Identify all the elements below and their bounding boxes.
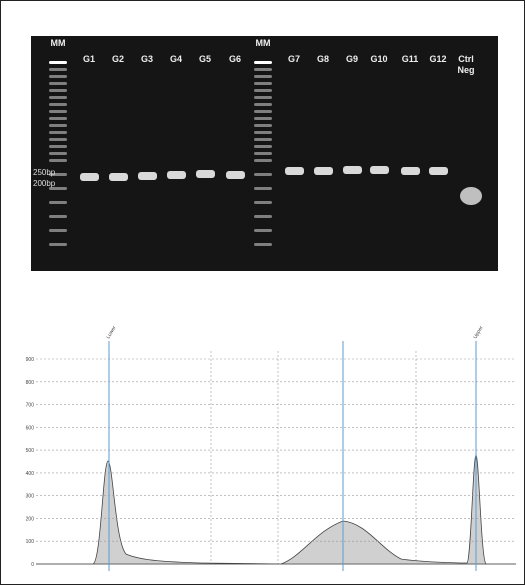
band bbox=[196, 170, 215, 178]
band bbox=[138, 172, 157, 180]
ladder-band bbox=[49, 103, 67, 106]
ladder-band bbox=[49, 201, 67, 204]
y-tick-label: 200 bbox=[26, 516, 35, 522]
band bbox=[226, 171, 245, 179]
ladder-band bbox=[254, 187, 272, 190]
band bbox=[80, 173, 99, 181]
y-tick-label: 800 bbox=[26, 380, 35, 386]
lane-label: G2 bbox=[111, 54, 124, 64]
ladder-band bbox=[254, 82, 272, 85]
ladder-band bbox=[254, 68, 272, 71]
lane-label: G11 bbox=[401, 54, 419, 64]
ladder-band bbox=[49, 215, 67, 218]
ladder-band bbox=[254, 75, 272, 78]
lane-label: G5 bbox=[198, 54, 211, 64]
band bbox=[343, 166, 362, 174]
gel-bands bbox=[49, 61, 482, 246]
ladder-band bbox=[49, 61, 67, 64]
lane-label: MM bbox=[50, 38, 66, 48]
ladder-band bbox=[254, 124, 272, 127]
ladder-band bbox=[254, 243, 272, 246]
ladder-band bbox=[49, 89, 67, 92]
ladder-band bbox=[254, 215, 272, 218]
band bbox=[460, 187, 482, 205]
ladder-band bbox=[254, 110, 272, 113]
ladder-band bbox=[254, 229, 272, 232]
ladder-band bbox=[49, 159, 67, 162]
y-tick-label: 700 bbox=[26, 403, 35, 409]
lane-label: G10 bbox=[370, 54, 388, 64]
lane-label: G3 bbox=[140, 54, 153, 64]
ladder-band bbox=[49, 75, 67, 78]
ladder-band bbox=[254, 152, 272, 155]
y-tick-label: 600 bbox=[26, 425, 35, 431]
ladder-band bbox=[254, 117, 272, 120]
band bbox=[429, 167, 448, 175]
band bbox=[314, 167, 333, 175]
lane-label: Ctrl Neg bbox=[457, 54, 475, 75]
ladder-band bbox=[254, 89, 272, 92]
size-marker: 250bp bbox=[33, 168, 56, 177]
lane-label: G6 bbox=[228, 54, 241, 64]
ladder-band bbox=[49, 145, 67, 148]
band bbox=[370, 166, 389, 174]
y-tick-label: 0 bbox=[31, 562, 34, 568]
ladder-band bbox=[254, 103, 272, 106]
ladder-band bbox=[254, 201, 272, 204]
ladder-band bbox=[254, 138, 272, 141]
ladder-band bbox=[49, 229, 67, 232]
y-tick-label: 900 bbox=[26, 357, 35, 363]
ladder-band bbox=[254, 173, 272, 176]
peak-label: Lower bbox=[106, 325, 118, 340]
ladder-band bbox=[49, 117, 67, 120]
lane-label: G8 bbox=[316, 54, 329, 64]
ladder-band bbox=[49, 187, 67, 190]
peak-label: Upper bbox=[473, 325, 485, 340]
lane-label: G4 bbox=[169, 54, 182, 64]
ladder-band bbox=[49, 173, 67, 176]
ladder-band bbox=[49, 82, 67, 85]
lane-label: G7 bbox=[287, 54, 300, 64]
size-marker: 200bp bbox=[33, 179, 56, 188]
y-tick-label: 400 bbox=[26, 471, 35, 477]
ladder-band bbox=[49, 68, 67, 71]
lane-label: G9 bbox=[345, 54, 358, 64]
ladder-band bbox=[254, 159, 272, 162]
ladder-band bbox=[254, 61, 272, 64]
band bbox=[401, 167, 420, 175]
ladder-band bbox=[254, 96, 272, 99]
ladder-band bbox=[49, 152, 67, 155]
gel-image: MM G1 G2 G3 G4 G5 G6 MM G7 G8 G9 G10 G11 G12 Ctrl Neg 2… bbox=[31, 36, 498, 271]
band bbox=[109, 173, 128, 181]
band bbox=[285, 167, 304, 175]
ladder-band bbox=[254, 145, 272, 148]
lane-label: MM bbox=[255, 38, 271, 48]
ladder-band bbox=[49, 243, 67, 246]
ladder-band bbox=[49, 138, 67, 141]
trace bbox=[36, 454, 516, 565]
lane-label: G1 bbox=[82, 54, 95, 64]
ladder-band bbox=[254, 131, 272, 134]
y-tick-label: 300 bbox=[26, 494, 35, 500]
lane-label: G12 bbox=[429, 54, 447, 64]
ladder-band bbox=[49, 110, 67, 113]
ladder-band bbox=[49, 96, 67, 99]
y-tick-label: 100 bbox=[26, 539, 35, 545]
ladder-band bbox=[49, 131, 67, 134]
y-tick-label: 500 bbox=[26, 448, 35, 454]
band bbox=[167, 171, 186, 179]
ladder-band bbox=[49, 124, 67, 127]
